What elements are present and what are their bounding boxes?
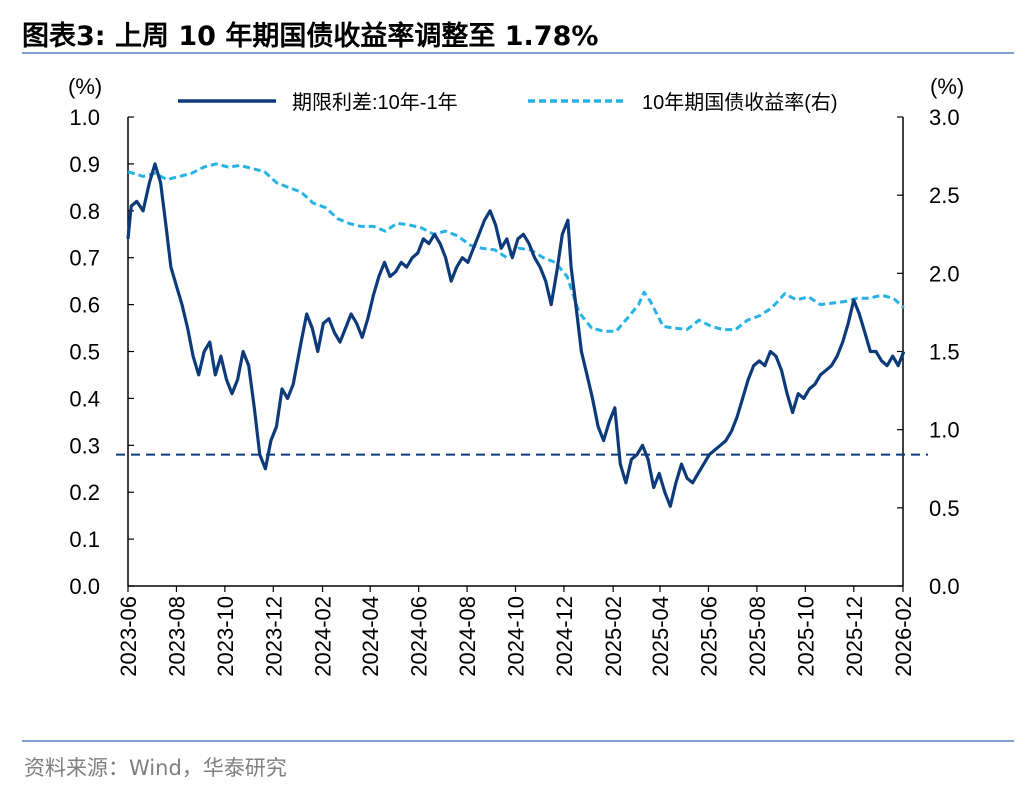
y-right-tick-label: 2.5 xyxy=(929,183,960,208)
chart-legend: 期限利差:10年-1年 10年期国债收益率(右) xyxy=(178,91,838,114)
legend-label-yield: 10年期国债收益率(右) xyxy=(642,91,838,114)
y-left-unit: (%) xyxy=(68,74,102,99)
y-right-tick-label: 2.0 xyxy=(929,261,960,286)
source-note: 资料来源：Wind，华泰研究 xyxy=(24,756,287,780)
y-right-tick-label: 0.5 xyxy=(929,496,960,521)
x-tick-label: 2023-12 xyxy=(261,596,286,677)
y-left-tick-label: 1.0 xyxy=(69,105,100,130)
title-divider xyxy=(22,52,1014,54)
x-tick-label: 2023-10 xyxy=(213,596,238,677)
chart-series-layer xyxy=(126,162,906,508)
y-left-tick-label: 0.4 xyxy=(69,386,100,411)
x-tick-label: 2025-12 xyxy=(842,596,867,677)
y-left-tick-label: 0.1 xyxy=(69,527,100,552)
y-right-tick-label: 0.0 xyxy=(929,574,960,599)
x-tick-label: 2024-10 xyxy=(504,596,529,677)
x-tick-label: 2023-06 xyxy=(116,596,141,677)
y-left-tick-label: 0.8 xyxy=(69,199,100,224)
x-tick-label: 2026-02 xyxy=(891,596,916,677)
x-tick-label: 2024-06 xyxy=(407,596,432,677)
x-tick-label: 2025-08 xyxy=(745,596,770,677)
x-tick-label: 2025-02 xyxy=(601,596,626,677)
chart-svg: 0.0 0.1 0.2 0.3 0.4 0.5 0.6 0.7 0.8 0.9 1.0 0.0 0.5 1… xyxy=(68,74,964,677)
y-right-tick-label: 1.5 xyxy=(929,340,960,365)
y-left-tick-label: 0.5 xyxy=(69,340,100,365)
x-tick-label: 2025-10 xyxy=(793,596,818,677)
x-tick-label: 2024-02 xyxy=(311,596,336,677)
y-right-tick-label: 1.0 xyxy=(929,418,960,443)
series-line-yield xyxy=(127,162,905,333)
x-tick-label: 2023-08 xyxy=(164,596,189,677)
x-tick-label: 2025-04 xyxy=(648,596,673,677)
y-left-tick-label: 0.6 xyxy=(69,293,100,318)
chart-title: 图表3: 上周 10 年期国债收益率调整至 1.78% xyxy=(22,21,599,52)
x-tick-label: 2025-06 xyxy=(696,596,721,677)
legend-label-term-spread: 期限利差:10年-1年 xyxy=(292,91,458,114)
y-left-tick-label: 0.7 xyxy=(69,246,100,271)
chart-axes: 0.0 0.1 0.2 0.3 0.4 0.5 0.6 0.7 0.8 0.9 1.0 0.0 0.5 1… xyxy=(68,74,964,677)
y-left-tick-label: 0.9 xyxy=(69,152,100,177)
x-tick-label: 2024-08 xyxy=(455,596,480,677)
y-left-tick-label: 0.2 xyxy=(69,480,100,505)
y-left-tick-label: 0.0 xyxy=(69,574,100,599)
y-right-tick-label: 3.0 xyxy=(929,105,960,130)
series-line-term-spread xyxy=(126,162,906,508)
y-left-tick-label: 0.3 xyxy=(69,433,100,458)
footer-divider xyxy=(22,740,1014,742)
x-tick-label: 2024-12 xyxy=(552,596,577,677)
y-right-unit: (%) xyxy=(930,74,964,99)
x-tick-label: 2024-04 xyxy=(358,596,383,677)
